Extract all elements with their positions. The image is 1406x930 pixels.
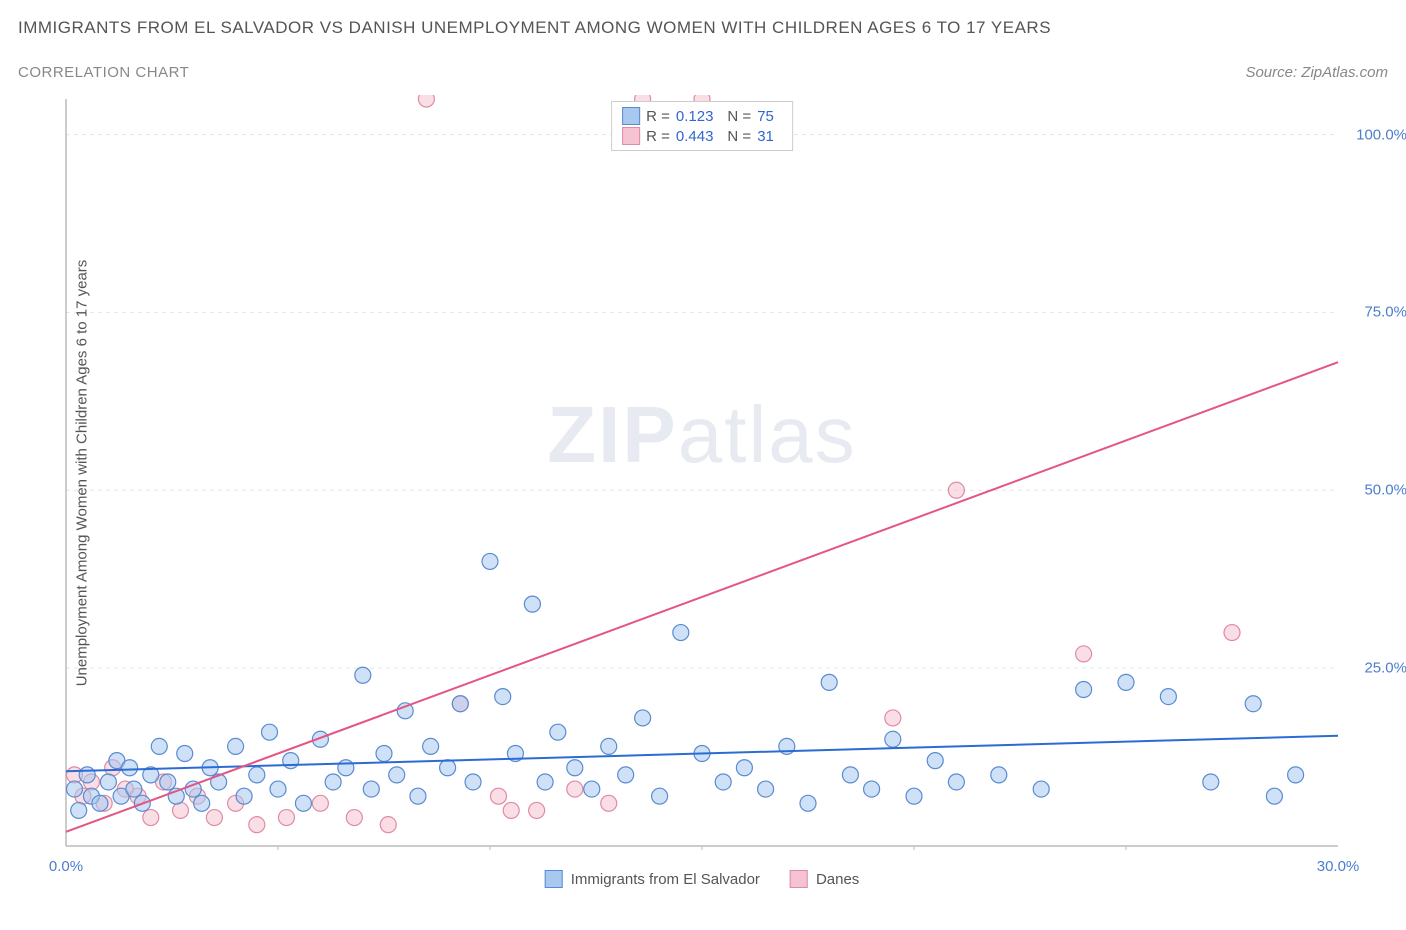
stat-r-label: R = bbox=[646, 128, 670, 145]
stat-r-label: R = bbox=[646, 108, 670, 125]
chart-subtitle: CORRELATION CHART bbox=[18, 64, 189, 81]
legend-swatch bbox=[622, 107, 640, 125]
legend-stat-row: R = 0.123 N = 75 bbox=[622, 106, 782, 126]
y-tick-label: 75.0% bbox=[1364, 304, 1406, 321]
chart-area: Unemployment Among Women with Children A… bbox=[62, 95, 1342, 850]
y-tick-label: 100.0% bbox=[1356, 126, 1406, 143]
legend-stat-row: R = 0.443 N = 31 bbox=[622, 126, 782, 146]
legend-swatch bbox=[790, 870, 808, 888]
y-axis-label: Unemployment Among Women with Children A… bbox=[74, 259, 91, 686]
stat-r-value: 0.123 bbox=[676, 108, 714, 125]
legend-label: Immigrants from El Salvador bbox=[571, 871, 760, 888]
legend-stats: R = 0.123 N = 75 R = 0.443 N = 31 bbox=[611, 101, 793, 151]
stat-n-label: N = bbox=[727, 108, 751, 125]
stat-n-value: 75 bbox=[757, 108, 774, 125]
scatter-plot bbox=[62, 95, 1342, 850]
stat-n-label: N = bbox=[727, 128, 751, 145]
legend-swatch bbox=[622, 127, 640, 145]
stat-n-value: 31 bbox=[757, 128, 774, 145]
legend-bottom: Immigrants from El Salvador Danes bbox=[545, 870, 860, 888]
y-tick-label: 25.0% bbox=[1364, 660, 1406, 677]
legend-item: Danes bbox=[790, 870, 859, 888]
source-attribution: Source: ZipAtlas.com bbox=[1245, 64, 1388, 81]
x-tick-label: 30.0% bbox=[1317, 858, 1360, 875]
chart-title: IMMIGRANTS FROM EL SALVADOR VS DANISH UN… bbox=[18, 18, 1051, 38]
legend-item: Immigrants from El Salvador bbox=[545, 870, 760, 888]
legend-label: Danes bbox=[816, 871, 859, 888]
y-tick-label: 50.0% bbox=[1364, 482, 1406, 499]
x-tick-label: 0.0% bbox=[49, 858, 83, 875]
legend-swatch bbox=[545, 870, 563, 888]
y-axis-ticks: 25.0% 50.0% 75.0% 100.0% bbox=[1347, 95, 1406, 850]
stat-r-value: 0.443 bbox=[676, 128, 714, 145]
